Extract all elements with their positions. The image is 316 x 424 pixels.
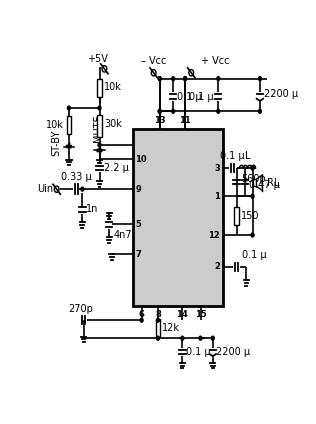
Text: Uin: Uin	[37, 184, 53, 194]
Text: 270p: 270p	[69, 304, 94, 314]
Circle shape	[156, 318, 159, 322]
Circle shape	[258, 77, 261, 81]
Circle shape	[140, 318, 143, 322]
Bar	[97, 114, 102, 137]
Text: 10k: 10k	[104, 82, 122, 92]
Circle shape	[156, 336, 159, 340]
Circle shape	[184, 77, 186, 81]
Circle shape	[98, 106, 101, 110]
Circle shape	[217, 109, 220, 113]
Text: 8: 8	[155, 310, 161, 319]
Text: 30k: 30k	[104, 119, 122, 129]
Text: 2: 2	[214, 262, 220, 271]
Circle shape	[251, 233, 254, 237]
Circle shape	[158, 77, 161, 81]
Circle shape	[258, 109, 261, 113]
Text: 1n: 1n	[86, 204, 98, 215]
Text: 0.1 μ: 0.1 μ	[186, 347, 211, 357]
Circle shape	[158, 77, 161, 81]
Circle shape	[97, 149, 99, 152]
Circle shape	[172, 109, 175, 113]
Text: 560p: 560p	[241, 174, 266, 184]
Circle shape	[158, 109, 161, 113]
Bar	[234, 206, 239, 225]
Text: 2.2 μ: 2.2 μ	[104, 163, 129, 173]
Bar	[156, 319, 160, 338]
Text: 0.1 μ: 0.1 μ	[220, 151, 245, 162]
Circle shape	[217, 77, 220, 81]
Text: RL: RL	[267, 178, 280, 188]
Text: 0.33 μ: 0.33 μ	[61, 172, 92, 182]
Text: 6: 6	[139, 310, 144, 319]
Text: 11: 11	[179, 116, 191, 126]
Circle shape	[172, 77, 175, 81]
Circle shape	[199, 336, 202, 340]
Text: 12: 12	[209, 231, 220, 240]
Circle shape	[67, 106, 70, 110]
Circle shape	[251, 166, 254, 170]
Text: 4n7: 4n7	[114, 230, 132, 240]
Text: + Vcc: + Vcc	[201, 56, 229, 66]
Bar	[67, 116, 71, 134]
Bar	[252, 179, 256, 186]
Text: L: L	[245, 151, 250, 162]
Text: 12k: 12k	[162, 324, 180, 333]
Circle shape	[211, 336, 214, 340]
Text: 0.1 μ: 0.1 μ	[177, 92, 202, 102]
Text: 14: 14	[177, 310, 188, 319]
Circle shape	[251, 194, 254, 198]
Text: 5: 5	[136, 220, 141, 229]
Text: 0.1 μ: 0.1 μ	[241, 250, 266, 260]
Text: +5V: +5V	[87, 54, 107, 64]
Circle shape	[184, 77, 186, 81]
Text: 1: 1	[214, 192, 220, 201]
Text: 10k: 10k	[46, 120, 64, 130]
Text: 10: 10	[136, 155, 147, 164]
Circle shape	[158, 109, 161, 113]
Text: 2200 μ: 2200 μ	[264, 89, 298, 99]
Text: ST-BY: ST-BY	[52, 130, 62, 156]
Text: 3: 3	[215, 164, 220, 173]
Circle shape	[70, 145, 71, 148]
Circle shape	[100, 149, 102, 152]
Text: 13: 13	[154, 116, 166, 126]
Text: – Vcc: – Vcc	[141, 56, 166, 66]
Circle shape	[81, 187, 84, 191]
Bar	[133, 129, 223, 306]
Text: 0.47 μ: 0.47 μ	[249, 180, 280, 190]
Text: 7: 7	[136, 250, 141, 259]
Bar	[97, 79, 102, 98]
Circle shape	[181, 336, 184, 340]
Text: 2200 μ: 2200 μ	[216, 347, 251, 357]
Circle shape	[98, 143, 101, 147]
Circle shape	[66, 145, 68, 148]
Text: 0.1 μ: 0.1 μ	[189, 92, 213, 102]
Text: 9: 9	[136, 185, 141, 194]
Text: MUTE: MUTE	[93, 114, 103, 142]
Text: 150: 150	[241, 211, 259, 220]
Text: 15: 15	[195, 310, 206, 319]
